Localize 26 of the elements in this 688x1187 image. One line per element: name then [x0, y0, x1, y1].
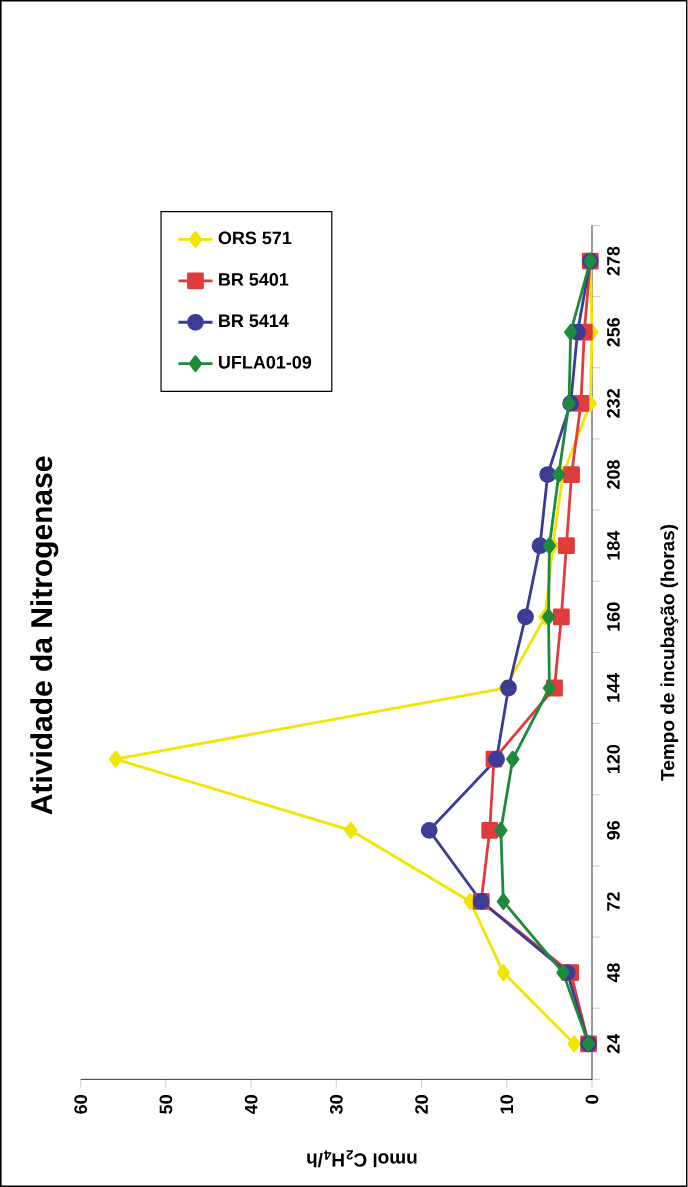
- y-tick-label: 278: [607, 246, 620, 276]
- x-tick-label: 60: [74, 1095, 88, 1114]
- x-tick-label: 30: [330, 1095, 343, 1114]
- x-tick-label: 0: [585, 1095, 599, 1104]
- y-tick-label: 208: [607, 460, 620, 489]
- y-tick-label: 120: [607, 744, 620, 774]
- y-tick-label: 184: [607, 530, 620, 560]
- x-axis-title: nmol C$_{2}$H$_{4}$/h: [307, 1150, 417, 1168]
- legend-label: BR 5414: [219, 314, 289, 328]
- legend-label: UFLA01-09: [219, 355, 312, 369]
- y-tick-label: 48: [607, 963, 620, 983]
- y-tick-label: 96: [607, 820, 620, 840]
- y-axis-title: Tempo de incubação (horas): [660, 524, 679, 781]
- y-tick-label: 256: [607, 317, 620, 347]
- y-tick-label: 72: [607, 892, 620, 911]
- y-tick-label: 24: [607, 1033, 620, 1054]
- x-tick-label: 50: [159, 1095, 173, 1114]
- y-tick-label: 232: [607, 389, 620, 418]
- legend-label: BR 5401: [219, 273, 289, 286]
- x-tick-label: 20: [415, 1095, 429, 1114]
- text: Atividade da Nitrogenase: [30, 456, 59, 815]
- y-tick-label: 160: [607, 602, 620, 631]
- x-tick-label: 10: [500, 1095, 514, 1114]
- y-tick-label: 144: [607, 673, 620, 702]
- legend-label: ORS 571: [218, 231, 292, 245]
- x-tick-label: 40: [244, 1095, 258, 1115]
